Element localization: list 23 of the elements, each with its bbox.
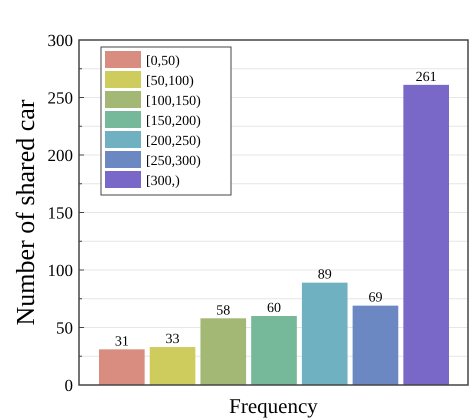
data-label: 69 (368, 290, 382, 306)
y-tick-label: 300 (48, 30, 73, 50)
legend-label: [100,150) (146, 94, 202, 109)
y-tick-label: 100 (48, 260, 73, 280)
data-label: 89 (318, 268, 332, 283)
legend-label: [300,) (146, 174, 180, 189)
legend-label: [0,50) (146, 54, 180, 69)
data-label: 33 (166, 332, 180, 348)
y-axis-title: Number of shared car (11, 99, 40, 326)
y-tick-label: 250 (48, 88, 73, 108)
data-label: 261 (416, 70, 437, 85)
legend-label: [200,250) (146, 134, 202, 149)
data-label: 58 (216, 303, 230, 318)
data-label: 60 (267, 301, 281, 316)
y-tick-label: 200 (48, 146, 73, 165)
data-label: 31 (114, 334, 129, 350)
legend-label: [150,200) (146, 114, 202, 129)
legend-label: [50,100) (146, 74, 194, 89)
y-tick-label: 50 (56, 318, 73, 338)
y-tick-label: 0 (64, 376, 73, 395)
legend-label: [250,300) (146, 154, 202, 169)
y-tick-label: 150 (48, 203, 73, 222)
x-axis-title: Frequency (229, 394, 318, 418)
